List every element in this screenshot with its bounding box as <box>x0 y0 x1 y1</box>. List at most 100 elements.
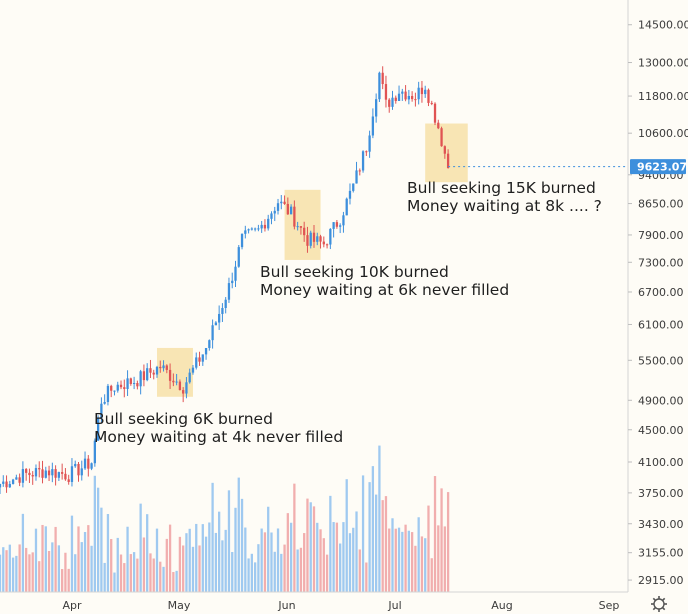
volume-bar <box>214 532 218 592</box>
candle <box>31 471 34 485</box>
volume-bar <box>407 530 410 592</box>
candle <box>25 467 28 481</box>
x-tick-sep: Sep <box>599 599 620 612</box>
volume-bar <box>168 524 172 592</box>
volume-bar <box>15 555 18 592</box>
y-tick-label: 4500.00 <box>638 424 684 437</box>
candle <box>276 198 280 215</box>
candle <box>214 321 218 326</box>
candle <box>8 480 11 488</box>
volume-bar <box>142 537 146 592</box>
y-tick-label: 3430.00 <box>638 518 684 531</box>
volume-bar <box>273 551 276 592</box>
candle <box>96 415 100 441</box>
time-axis[interactable]: Apr May Jun Jul Aug Sep <box>62 599 619 612</box>
candle <box>368 130 371 158</box>
candle <box>44 466 47 479</box>
volume-bar <box>103 562 106 592</box>
volume-bar <box>77 526 80 592</box>
candle <box>70 458 74 487</box>
y-tick-label: 5500.00 <box>638 354 684 367</box>
volume-bar <box>18 544 21 592</box>
volume-bar <box>348 533 352 592</box>
candle <box>410 91 414 102</box>
candle <box>51 462 54 483</box>
candle <box>358 168 361 176</box>
candle <box>329 228 332 250</box>
volume-bar <box>116 537 119 592</box>
highlight-box-2 <box>284 189 321 260</box>
x-tick-aug: Aug <box>491 599 512 612</box>
volume-bar <box>286 513 289 592</box>
annotation-3-line2: Money waiting at 8k .... ? <box>407 197 602 215</box>
volume-bar <box>96 487 100 592</box>
candle <box>306 226 309 253</box>
candle <box>322 236 325 248</box>
volume-bar <box>21 513 25 592</box>
candle <box>237 244 240 268</box>
y-tick-label: 4900.00 <box>638 394 684 407</box>
volume-bar <box>208 522 211 592</box>
candle <box>267 214 270 231</box>
candle <box>116 381 119 393</box>
volume-bar <box>312 506 316 592</box>
volume-bar <box>250 553 253 592</box>
candle <box>198 351 201 366</box>
volume-bar <box>293 483 296 592</box>
volume-bar <box>440 488 443 592</box>
volume-bar <box>64 552 67 592</box>
y-tick-label: 4100.00 <box>638 456 684 469</box>
y-tick-label: 8650.00 <box>638 198 684 211</box>
volume-bar <box>375 494 378 592</box>
y-tick-label: 14500.00 <box>638 19 688 32</box>
candle <box>67 474 70 485</box>
annotation-1-line1: Bull seeking 6K burned <box>94 410 273 428</box>
candle <box>106 383 110 406</box>
candle <box>433 102 437 126</box>
candle <box>253 227 257 232</box>
volume-bar <box>234 507 237 592</box>
volume-bar <box>34 528 38 592</box>
volume-bar <box>443 526 446 592</box>
y-tick-label: 10600.00 <box>638 127 688 140</box>
x-tick-jul: Jul <box>387 599 401 612</box>
price-axis[interactable]: 14500.0013000.0011800.0010600.009400.008… <box>628 19 688 587</box>
candle <box>316 232 319 246</box>
candle <box>257 224 260 232</box>
y-tick-label: 3750.00 <box>638 487 684 500</box>
candle <box>394 95 397 104</box>
y-tick-label: 3155.00 <box>638 547 684 560</box>
y-tick-label: 11800.00 <box>638 90 688 103</box>
volume-bar <box>329 495 332 592</box>
volume-bar <box>270 532 273 592</box>
candle <box>41 460 44 484</box>
volume-bar <box>0 554 2 592</box>
candle <box>224 297 227 314</box>
volume-bar <box>339 543 342 592</box>
volume-bar <box>185 533 188 592</box>
candle <box>427 88 430 107</box>
candle <box>149 359 152 379</box>
candle <box>159 360 162 373</box>
candle <box>218 305 221 330</box>
candle <box>139 369 142 395</box>
volume-bar <box>253 562 257 592</box>
volume-bar <box>433 476 437 592</box>
candle <box>361 150 365 173</box>
volume-bar <box>204 536 208 592</box>
candle <box>74 460 77 468</box>
volume-bar <box>427 505 430 592</box>
candle <box>293 200 296 230</box>
volume-bar <box>165 538 168 592</box>
candle <box>247 228 250 234</box>
candle <box>263 219 267 232</box>
gear-icon[interactable] <box>651 596 667 612</box>
volume-bar <box>322 538 325 592</box>
volume-bar <box>139 503 142 592</box>
last-price-background <box>630 159 686 175</box>
highlight-boxes <box>157 123 468 397</box>
candle <box>168 363 172 389</box>
candle <box>165 364 168 374</box>
volume-bar <box>41 524 44 592</box>
